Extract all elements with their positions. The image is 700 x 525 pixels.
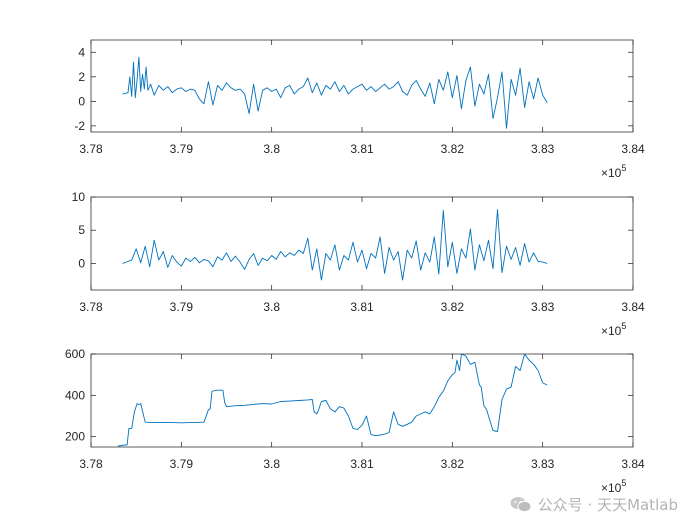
y-tick-label: 4 — [78, 45, 85, 59]
x-tick-label: 3.78 — [79, 142, 103, 156]
x-tick-label: 3.78 — [79, 300, 103, 314]
subplot-2: 3.78 3.79 3.8 3.81 3.82 3.83 3.84 0 5 10 ×105 — [72, 190, 645, 338]
x-tick-label: 3.81 — [350, 142, 374, 156]
y-tick-label: 400 — [65, 388, 85, 402]
x-tick-label: 3.84 — [621, 300, 645, 314]
x-tick-label: 3.82 — [441, 300, 465, 314]
watermark-text: 公众号 · 天天Matlab — [537, 496, 678, 514]
x-tick-label: 3.83 — [531, 457, 555, 471]
watermark: 公众号 · 天天Matlab — [510, 494, 678, 515]
subplot-3: 3.78 3.79 3.8 3.81 3.82 3.83 3.84 200 400 600 ×105 — [65, 347, 645, 495]
x-tick-label: 3.8 — [263, 457, 280, 471]
y-tick-label: 10 — [72, 190, 86, 204]
x-tick-label: 3.79 — [170, 457, 194, 471]
x-tick-label: 3.78 — [79, 457, 103, 471]
axes-box — [90, 353, 634, 448]
x-tick-label: 3.83 — [531, 142, 555, 156]
series-line — [122, 56, 548, 129]
x-tick-label: 3.81 — [350, 300, 374, 314]
x-tick-label: 3.79 — [170, 300, 194, 314]
y-tick-label: 0 — [78, 256, 85, 270]
y-tick-label: 5 — [78, 223, 85, 237]
x-tick-label: 3.8 — [263, 300, 280, 314]
x-exponent-label: ×105 — [601, 478, 626, 495]
x-tick-label: 3.81 — [350, 457, 374, 471]
x-exponent-label: ×105 — [601, 163, 626, 180]
axes-box — [90, 39, 634, 133]
x-tick-label: 3.84 — [621, 142, 645, 156]
x-tick-label: 3.8 — [263, 142, 280, 156]
axes-box — [90, 196, 634, 291]
x-tick-label: 3.82 — [441, 142, 465, 156]
y-tick-label: 0 — [78, 94, 85, 108]
x-tick-label: 3.79 — [170, 142, 194, 156]
wechat-icon — [510, 497, 532, 513]
x-tick-label: 3.82 — [441, 457, 465, 471]
y-tick-label: 600 — [65, 347, 85, 361]
x-tick-label: 3.83 — [531, 300, 555, 314]
series-line — [122, 209, 548, 281]
y-tick-label: -2 — [74, 119, 85, 133]
y-tick-label: 200 — [65, 430, 85, 444]
x-tick-label: 3.84 — [621, 457, 645, 471]
series-line — [118, 354, 548, 447]
subplot-1: 3.78 3.79 3.8 3.81 3.82 3.83 3.84 -2 0 2 4 ×105 — [74, 39, 645, 180]
x-exponent-label: ×105 — [601, 321, 626, 338]
y-tick-label: 2 — [78, 70, 85, 84]
